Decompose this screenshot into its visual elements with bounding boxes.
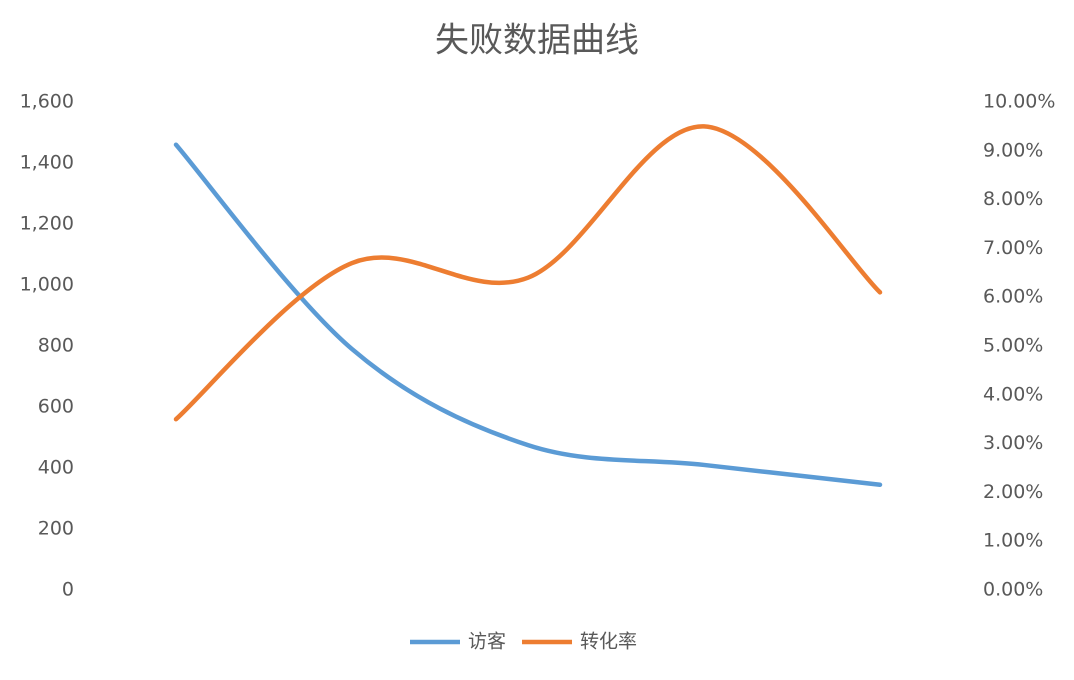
y2-tick-label: 0.00%	[983, 579, 1043, 601]
y2-tick-label: 2.00%	[983, 481, 1043, 503]
series-line	[173, 142, 883, 488]
y2-tick-label: 1.00%	[983, 530, 1043, 552]
y-tick-label: 200	[38, 518, 74, 540]
y2-tick-label: 9.00%	[983, 139, 1043, 161]
y2-tick-label: 5.00%	[983, 335, 1043, 357]
y2-tick-label: 8.00%	[983, 188, 1043, 210]
series-line	[173, 124, 883, 422]
y2-tick-label: 3.00%	[983, 432, 1043, 454]
y-tick-label: 600	[38, 396, 74, 418]
y-tick-label: 800	[38, 335, 74, 357]
y-tick-label: 400	[38, 457, 74, 479]
chart-title: 失败数据曲线	[435, 21, 639, 61]
legend-label: 访客	[468, 631, 506, 653]
y-tick-label: 1,400	[20, 152, 74, 174]
y-tick-label: 1,200	[20, 213, 74, 235]
y2-tick-label: 10.00%	[983, 91, 1055, 113]
y2-tick-label: 6.00%	[983, 286, 1043, 308]
legend-label: 转化率	[580, 631, 637, 653]
y-tick-label: 1,000	[20, 274, 74, 296]
y2-tick-label: 7.00%	[983, 237, 1043, 259]
y-tick-label: 0	[62, 579, 74, 601]
y2-tick-label: 4.00%	[983, 383, 1043, 405]
y-tick-label: 1,600	[20, 91, 74, 113]
